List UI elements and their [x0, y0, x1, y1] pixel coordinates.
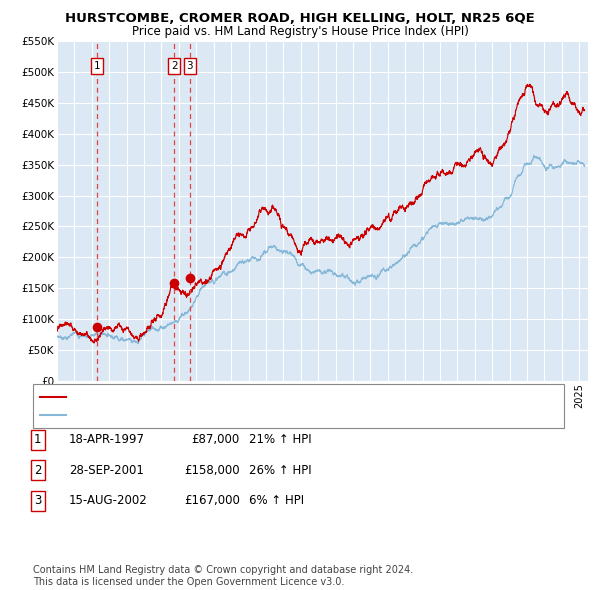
- Text: 26% ↑ HPI: 26% ↑ HPI: [249, 464, 311, 477]
- Text: 2: 2: [34, 464, 41, 477]
- Text: 1: 1: [94, 61, 100, 71]
- Text: 21% ↑ HPI: 21% ↑ HPI: [249, 433, 311, 446]
- Text: HURSTCOMBE, CROMER ROAD, HIGH KELLING, HOLT, NR25 6QE: HURSTCOMBE, CROMER ROAD, HIGH KELLING, H…: [65, 12, 535, 25]
- Text: 2: 2: [171, 61, 178, 71]
- Text: 15-AUG-2002: 15-AUG-2002: [69, 494, 148, 507]
- Text: 28-SEP-2001: 28-SEP-2001: [69, 464, 144, 477]
- Text: HURSTCOMBE, CROMER ROAD, HIGH KELLING, HOLT, NR25 6QE (detached house): HURSTCOMBE, CROMER ROAD, HIGH KELLING, H…: [71, 392, 520, 402]
- Text: Contains HM Land Registry data © Crown copyright and database right 2024.
This d: Contains HM Land Registry data © Crown c…: [33, 565, 413, 587]
- Text: £87,000: £87,000: [192, 433, 240, 446]
- Text: 1: 1: [34, 433, 41, 446]
- Text: 3: 3: [34, 494, 41, 507]
- Text: 18-APR-1997: 18-APR-1997: [69, 433, 145, 446]
- Text: Price paid vs. HM Land Registry's House Price Index (HPI): Price paid vs. HM Land Registry's House …: [131, 25, 469, 38]
- Text: 3: 3: [187, 61, 193, 71]
- Text: £167,000: £167,000: [184, 494, 240, 507]
- Text: 6% ↑ HPI: 6% ↑ HPI: [249, 494, 304, 507]
- Text: £158,000: £158,000: [184, 464, 240, 477]
- Text: HPI: Average price, detached house, North Norfolk: HPI: Average price, detached house, Nort…: [71, 411, 347, 420]
